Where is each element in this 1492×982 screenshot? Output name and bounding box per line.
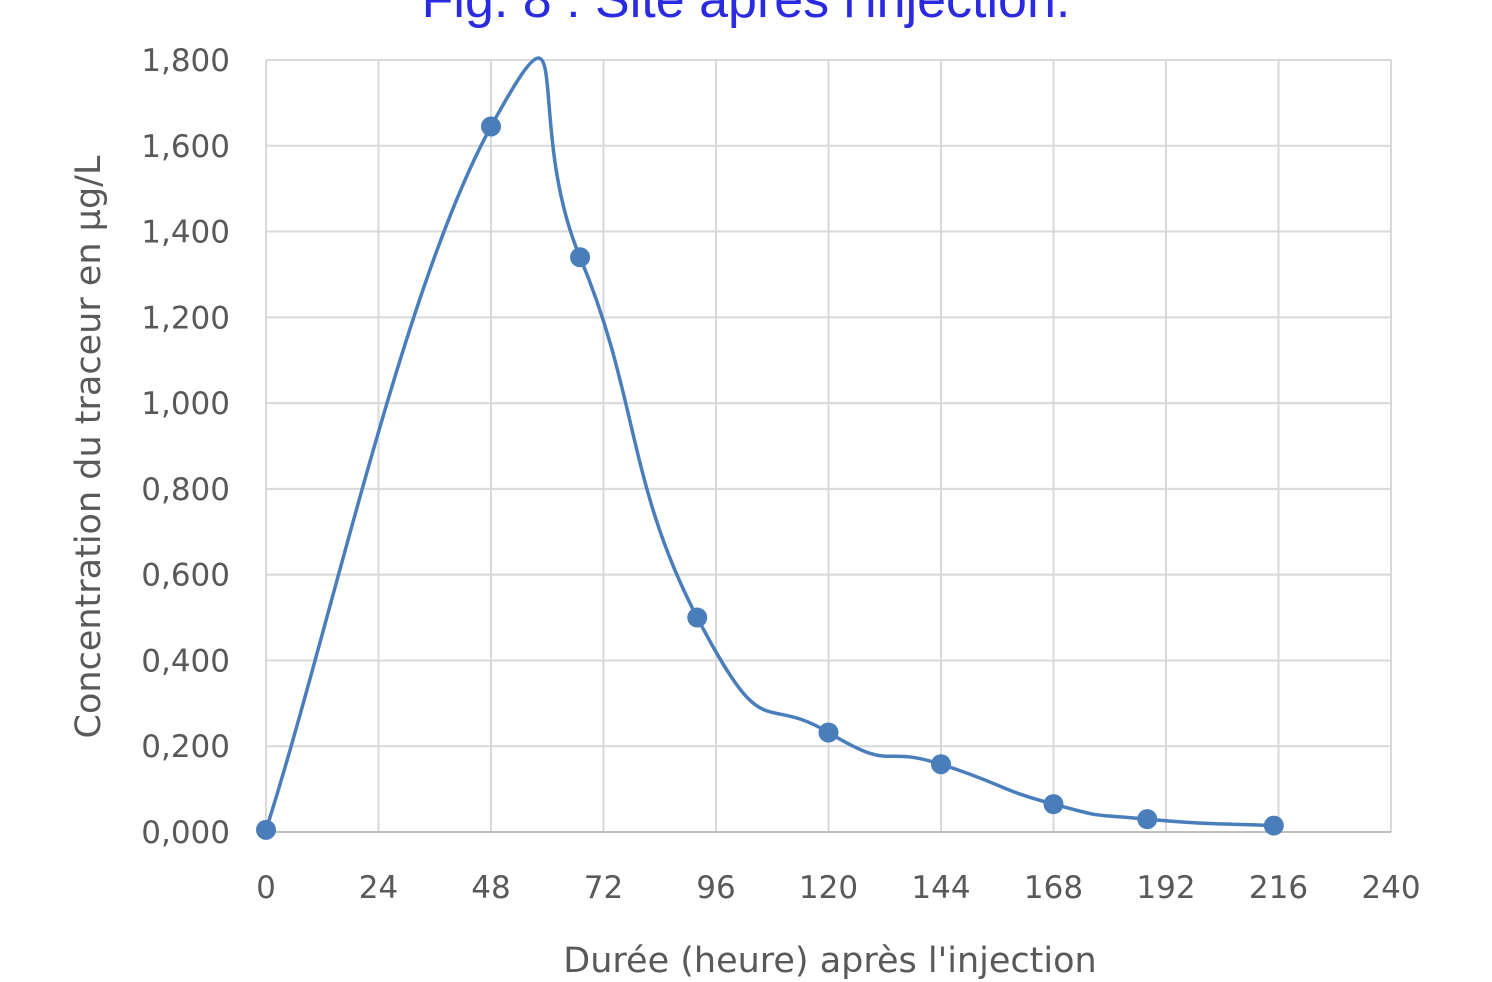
- y-tick-label: 1,000: [141, 386, 230, 422]
- axes: [265, 60, 1391, 833]
- y-tick-label: 0,600: [141, 558, 230, 594]
- data-point: [931, 754, 951, 775]
- data-point: [570, 247, 591, 268]
- x-tick-label: 24: [359, 870, 398, 906]
- series-layer: [256, 56, 1284, 840]
- y-tick-label: 1,400: [141, 215, 230, 251]
- y-tick-label: 1,800: [141, 43, 230, 79]
- data-point: [256, 819, 276, 840]
- y-tick-label: 1,200: [141, 300, 230, 336]
- y-axis-label: Concentration du traceur en µg/L: [69, 155, 109, 738]
- data-point: [1137, 809, 1158, 830]
- data-point: [1263, 815, 1284, 836]
- y-tick-label: 0,200: [141, 729, 230, 765]
- x-axis-label: Durée (heure) après l'injection: [563, 941, 1096, 981]
- chart-title: Fig. 8 : Site après l'injection.: [421, 0, 1071, 29]
- x-tick-label: 144: [911, 870, 970, 906]
- y-tick-label: 0,800: [141, 472, 230, 508]
- y-tick-label: 0,000: [141, 815, 230, 851]
- x-tick-label: 120: [799, 870, 858, 906]
- grid-lines: [266, 59, 1392, 832]
- x-tick-label: 96: [696, 870, 735, 906]
- x-tick-label: 72: [584, 870, 623, 906]
- y-tick-label: 1,600: [141, 129, 230, 165]
- y-tick-label: 0,400: [141, 643, 230, 679]
- x-tick-label: 240: [1361, 870, 1420, 906]
- data-point: [1043, 794, 1064, 815]
- data-point: [481, 116, 501, 137]
- tick-labels: 0,000 0,200 0,400 0,600 0,800 1,000 1,200 1,400…: [141, 43, 1420, 906]
- x-tick-label: 0: [256, 870, 276, 906]
- series-line: [264, 56, 1274, 831]
- x-tick-label: 168: [1024, 870, 1083, 906]
- data-point: [818, 722, 839, 743]
- x-tick-label: 216: [1249, 870, 1308, 906]
- data-point: [687, 607, 708, 628]
- x-tick-label: 192: [1136, 870, 1195, 906]
- x-tick-label: 48: [471, 870, 510, 906]
